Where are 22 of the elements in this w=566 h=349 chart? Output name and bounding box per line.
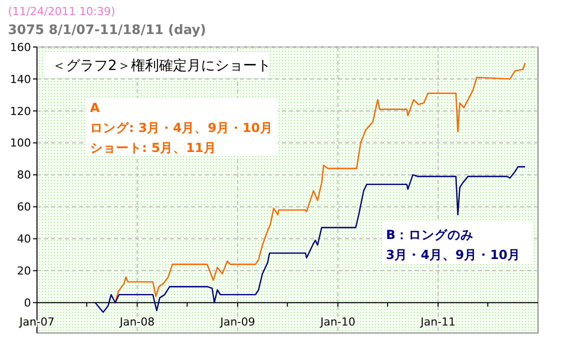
y-tick-label: 40: [17, 232, 31, 246]
y-tick-label: 160: [10, 40, 31, 54]
y-tick-label: 140: [10, 72, 31, 86]
annotation: ロング: 3月・4月、9月・10月: [90, 120, 273, 135]
text: ＜グラフ2＞権利確定月にショート: [52, 58, 271, 74]
x-tick-label: Jan-09: [219, 316, 256, 329]
annotation: ショート: 5月、11月: [90, 140, 216, 155]
text: A: [90, 100, 100, 115]
line-series: [94, 166, 526, 313]
y-tick-label: 20: [17, 264, 31, 278]
x-tick-label: Jan-10: [319, 316, 356, 329]
chart-subtitle: 3075 8/1/07-11/18/11 (day): [8, 23, 206, 38]
x-tick-label: Jan-08: [118, 316, 155, 329]
series-label: B：ロングのみ: [386, 227, 474, 242]
y-tick-label: 100: [10, 136, 31, 150]
annotation: 3月・4月、9月・10月: [386, 247, 520, 262]
text: (11/24/2011 10:39): [8, 5, 116, 18]
y-tick-label: 80: [17, 168, 31, 182]
y-tick-label: 0: [24, 296, 31, 310]
y-tick-label: 60: [17, 200, 31, 214]
x-tick-label: Jan-11: [420, 316, 456, 329]
y-tick-label: 120: [10, 104, 31, 118]
